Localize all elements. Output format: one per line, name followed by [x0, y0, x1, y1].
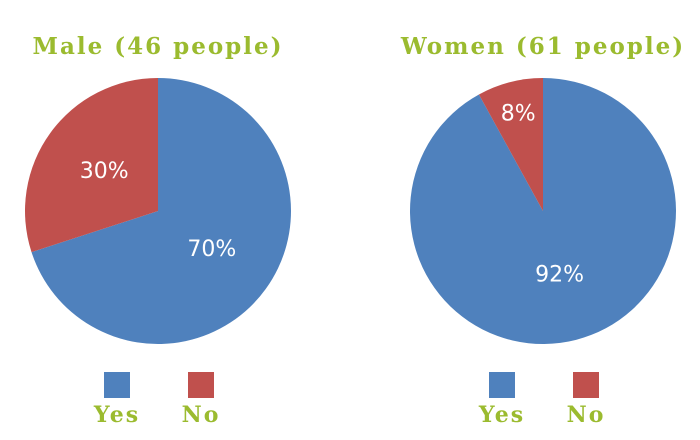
value-label: 92%	[535, 262, 584, 287]
legend-swatch	[104, 372, 130, 398]
pie-slice	[31, 78, 291, 344]
chart-title: Women (61 people)	[400, 33, 685, 60]
legend-swatch	[573, 372, 599, 398]
legend-label: No	[567, 402, 606, 428]
value-label: 8%	[501, 101, 536, 126]
value-label: 30%	[80, 159, 129, 184]
value-label: 70%	[187, 237, 236, 262]
pie-slice	[24, 78, 159, 253]
legend-label: No	[182, 402, 221, 428]
legend-swatch	[489, 372, 515, 398]
pie-slice	[478, 78, 543, 211]
pie-slice	[410, 78, 677, 345]
legend-swatch	[188, 372, 214, 398]
legend-label: Yes	[93, 402, 140, 428]
legend-label: Yes	[478, 402, 525, 428]
chart-title: Male (46 people)	[32, 33, 283, 60]
